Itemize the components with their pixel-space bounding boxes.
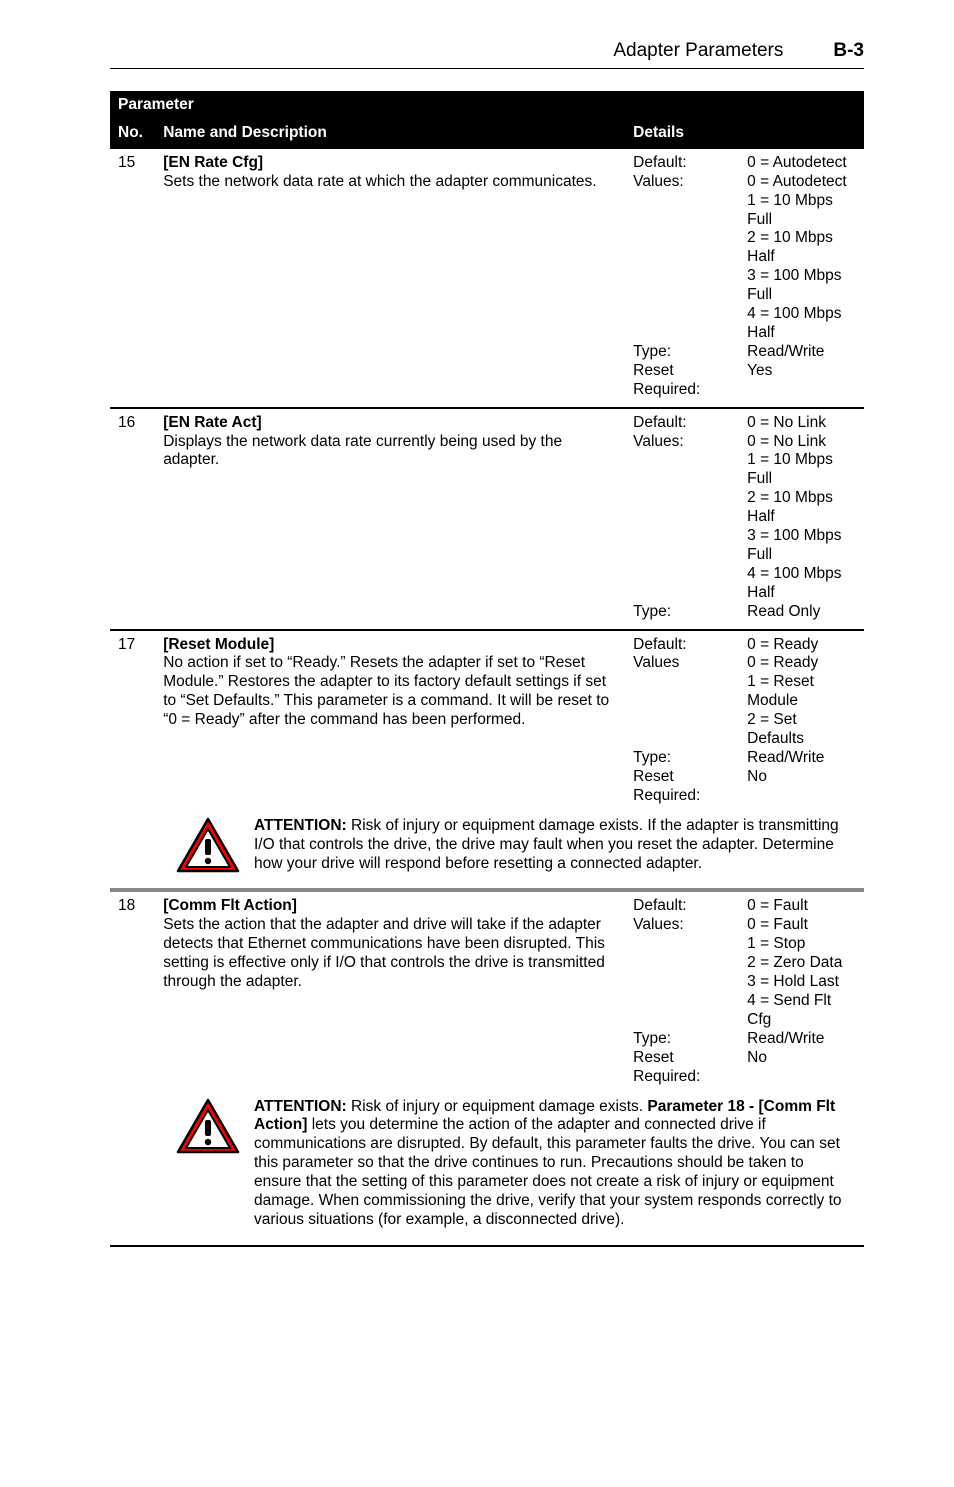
- warning-icon: [176, 817, 240, 873]
- parameter-table: Parameter No. Name and Description Detai…: [110, 91, 864, 1247]
- table-header-name: Name and Description: [155, 120, 625, 148]
- param-no: 16: [110, 408, 155, 630]
- page-header: Adapter Parameters B-3: [110, 40, 864, 69]
- param-details: Default:0 = Fault Values:0 = Fault1 = St…: [625, 890, 864, 1093]
- param-name-desc: [Reset Module]No action if set to “Ready…: [155, 630, 625, 813]
- attention-text: ATTENTION: Risk of injury or equipment d…: [254, 1098, 852, 1230]
- param-no: 18: [110, 890, 155, 1093]
- table-header-details: Details: [625, 120, 864, 148]
- param-details: Default:0 = Autodetect Values:0 = Autode…: [625, 148, 864, 408]
- table-header-blank: [625, 91, 864, 120]
- param-name-desc: [EN Rate Act]Displays the network data r…: [155, 408, 625, 630]
- header-page-number: B-3: [833, 40, 864, 62]
- param-details: Default:0 = Ready Values0 = Ready1 = Res…: [625, 630, 864, 813]
- attention-box: ATTENTION: Risk of injury or equipment d…: [118, 815, 856, 882]
- param-no: 17: [110, 630, 155, 813]
- attention-box: ATTENTION: Risk of injury or equipment d…: [118, 1096, 856, 1238]
- param-name-desc: [Comm Flt Action]Sets the action that th…: [155, 890, 625, 1093]
- header-title: Adapter Parameters: [613, 40, 783, 62]
- param-details: Default:0 = No Link Values:0 = No Link1 …: [625, 408, 864, 630]
- table-header-no: No.: [110, 120, 155, 148]
- table-header-parameter: Parameter: [110, 91, 625, 120]
- warning-icon: [176, 1098, 240, 1154]
- param-no: 15: [110, 148, 155, 408]
- attention-text: ATTENTION: Risk of injury or equipment d…: [254, 817, 852, 874]
- param-name-desc: [EN Rate Cfg]Sets the network data rate …: [155, 148, 625, 408]
